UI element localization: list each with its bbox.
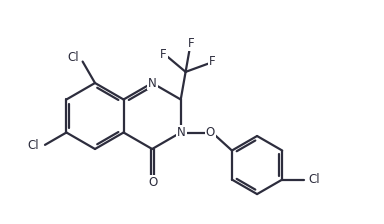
- Text: N: N: [148, 77, 157, 90]
- Text: N: N: [177, 126, 185, 139]
- Text: Cl: Cl: [309, 173, 320, 186]
- Text: O: O: [149, 176, 158, 189]
- Text: F: F: [187, 37, 194, 50]
- Text: F: F: [160, 48, 167, 61]
- Text: F: F: [209, 55, 215, 68]
- Text: O: O: [206, 126, 215, 139]
- Text: Cl: Cl: [27, 139, 39, 152]
- Text: Cl: Cl: [67, 51, 79, 64]
